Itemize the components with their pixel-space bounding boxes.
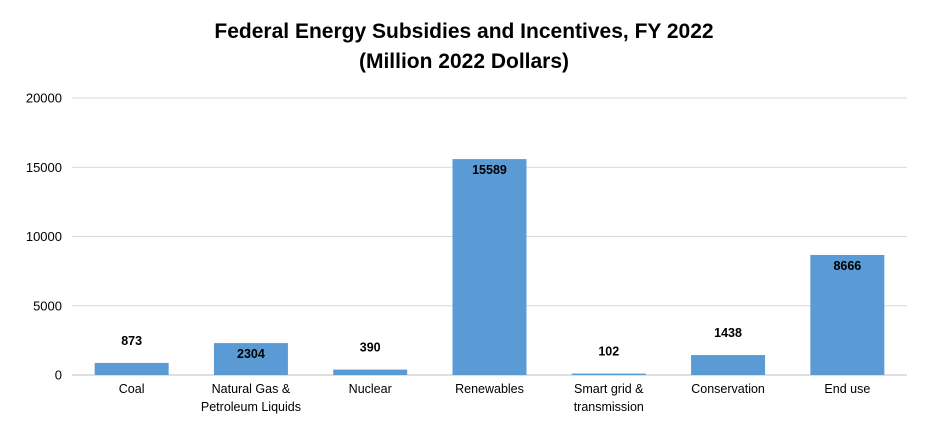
bar-6 — [810, 254, 885, 375]
category-label-0: Coal — [119, 382, 145, 396]
bar-5 — [691, 355, 766, 375]
data-labels: 873 2304 390 15589 102 1438 8666 — [121, 163, 861, 361]
category-label-5: Conservation — [691, 382, 765, 396]
bar-1 — [213, 343, 288, 375]
category-label-1: Natural Gas & Petroleum Liquids — [201, 382, 301, 414]
category-label-2: Nuclear — [349, 382, 392, 396]
category-label-4: Smart grid & transmission — [574, 382, 644, 414]
data-label-6: 8666 — [833, 259, 861, 273]
bar-4 — [571, 373, 646, 375]
category-label-line: End use — [824, 382, 870, 396]
y-tick-label-10000: 10000 — [26, 229, 62, 244]
bar-3 — [452, 159, 527, 375]
bar-0 — [94, 362, 169, 375]
category-label-line: Smart grid & — [574, 382, 644, 396]
chart-subtitle: (Million 2022 Dollars) — [358, 50, 570, 73]
data-label-2: 390 — [360, 341, 381, 355]
category-label-line: Nuclear — [349, 382, 392, 396]
data-label-5: 1438 — [714, 326, 742, 340]
data-label-1: 2304 — [237, 347, 265, 361]
data-label-0: 873 — [121, 334, 142, 348]
category-label-line: Petroleum Liquids — [201, 400, 301, 414]
category-label-line: Natural Gas & — [212, 382, 291, 396]
y-tick-label-5000: 5000 — [33, 298, 62, 313]
category-label-line: Renewables — [455, 382, 524, 396]
y-tick-label-20000: 20000 — [26, 91, 62, 106]
category-label-line: transmission — [574, 400, 644, 414]
category-label-6: End use — [824, 382, 870, 396]
y-axis-tick-labels: 0 5000 10000 15000 20000 — [26, 91, 62, 383]
category-label-line: Coal — [119, 382, 145, 396]
category-label-3: Renewables — [455, 382, 524, 396]
x-axis-category-labels: Coal Natural Gas & Petroleum Liquids Nuclea… — [119, 382, 871, 414]
y-tick-label-15000: 15000 — [26, 160, 62, 175]
bar-2 — [333, 369, 408, 375]
data-label-4: 102 — [598, 345, 619, 359]
y-tick-label-0: 0 — [55, 368, 62, 383]
data-label-3: 15589 — [472, 163, 507, 177]
category-label-line: Conservation — [691, 382, 765, 396]
chart-title: Federal Energy Subsidies and Incentives,… — [214, 20, 714, 43]
bars — [94, 159, 885, 375]
